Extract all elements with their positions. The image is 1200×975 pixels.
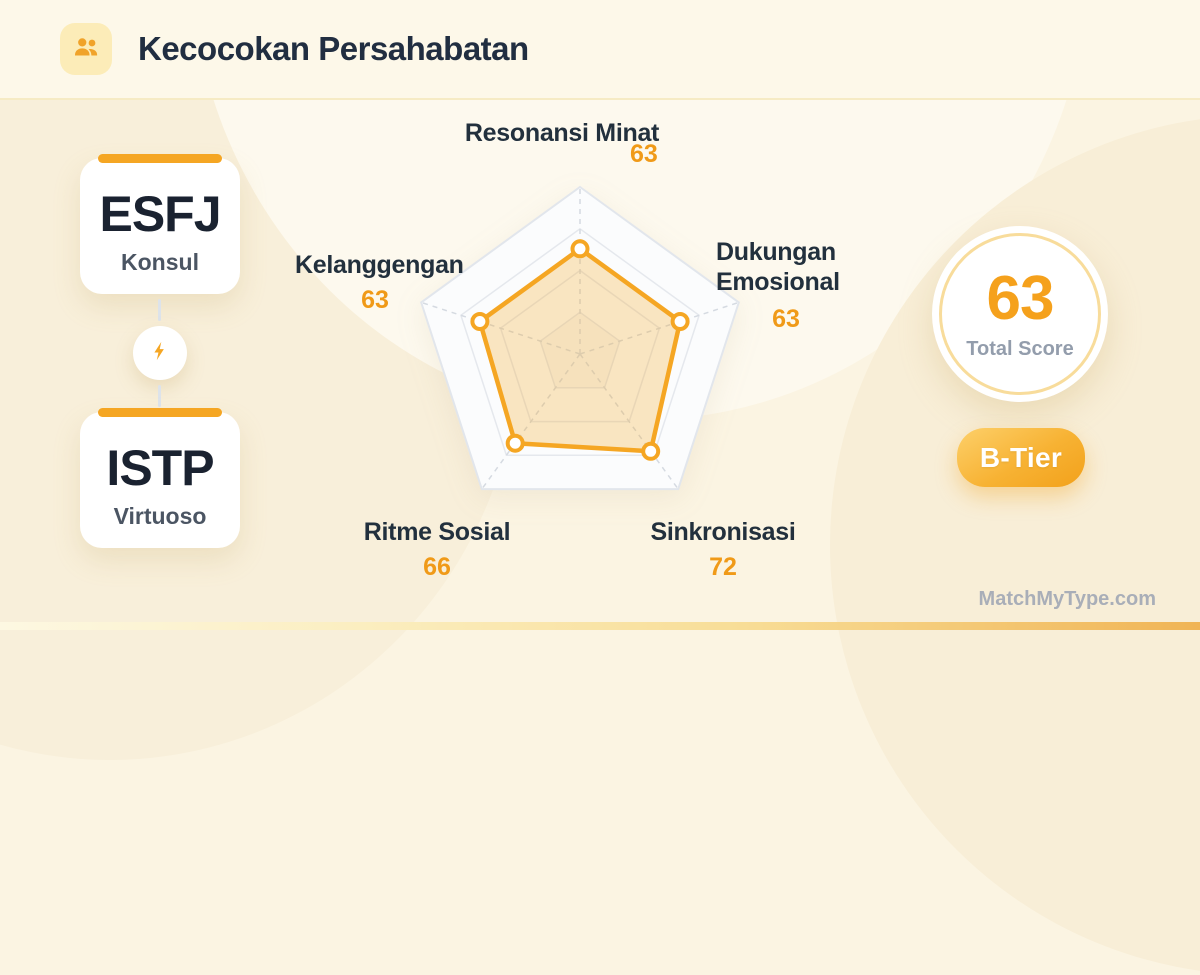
axis-value-kelanggengan: 63: [361, 286, 389, 314]
watermark: MatchMyType.com: [978, 588, 1156, 610]
total-score-label: Total Score: [966, 337, 1074, 360]
people-icon: [71, 32, 101, 67]
axis-label-kelanggengan: Kelanggengan 63: [295, 251, 464, 314]
lightning-bolt-icon: [149, 340, 171, 367]
page-title: Kecocokan Persahabatan: [138, 30, 529, 67]
axis-value-sinkronisasi: 72: [709, 553, 737, 581]
tier-badge: B-Tier: [957, 428, 1085, 487]
personality-name-second: Virtuoso: [113, 502, 207, 529]
axis-label-resonansi-minat: Resonansi Minat: [464, 119, 660, 147]
personality-code-second: ISTP: [106, 439, 214, 496]
header: Kecocokan Persahabatan: [0, 0, 1200, 100]
personality-code-first: ESFJ: [99, 185, 221, 242]
connector-circle: [133, 326, 187, 380]
personality-card-second: ISTP Virtuoso: [80, 408, 240, 548]
header-icon-box: [60, 23, 112, 75]
axis-label-ritme-sosial: Ritme Sosial 66: [357, 517, 517, 582]
card-accent-bar: [98, 154, 222, 163]
connector-line-top: [158, 299, 161, 321]
radar-data-point: [641, 441, 661, 461]
total-score-circle: 63 Total Score: [932, 226, 1108, 402]
total-score-value: 63: [986, 263, 1055, 333]
axis-value-dukungan-emosional: 63: [772, 305, 800, 333]
tier-label: B-Tier: [979, 441, 1063, 473]
bottom-accent-bar: [0, 622, 1200, 630]
personality-card-first: ESFJ Konsul: [80, 154, 240, 294]
connector-line-bottom: [158, 385, 161, 407]
axis-label-sinkronisasi: Sinkronisasi 72: [643, 517, 803, 582]
axis-value-resonansi-minat: 63: [630, 140, 658, 168]
personality-name-first: Konsul: [121, 248, 199, 275]
radar-data-point: [505, 433, 525, 453]
card-accent-bar: [98, 408, 222, 417]
axis-label-dukungan-emosional: Dukungan Emosional 63: [716, 237, 856, 334]
axis-value-ritme-sosial: 66: [423, 553, 451, 581]
